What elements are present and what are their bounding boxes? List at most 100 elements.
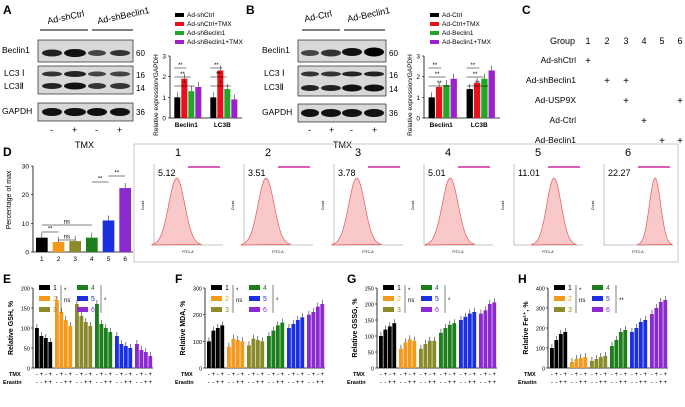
band	[42, 71, 62, 77]
panel-ylabel: Relative MDA, %	[180, 300, 187, 356]
tmx-sign: +	[241, 372, 245, 378]
band	[364, 47, 384, 57]
erastin-sign: -	[480, 380, 482, 386]
tmx-sign: -	[580, 372, 582, 378]
bar	[423, 344, 428, 368]
legend-sig: *	[408, 288, 411, 294]
bar	[235, 340, 240, 368]
tmx-sign: +	[595, 372, 599, 378]
erastin-sign: +	[276, 380, 280, 386]
y-tick-label: 150	[365, 319, 374, 325]
bar	[311, 312, 316, 368]
erastin-sign: -	[591, 380, 593, 386]
erastin-sign: +	[388, 380, 392, 386]
erastin-sign: +	[321, 380, 325, 386]
legend-id: 5	[263, 296, 267, 303]
bar	[210, 97, 217, 118]
x-category-label: 5	[107, 256, 111, 263]
panel-a-kda-36: 36	[136, 108, 145, 117]
legend-swatch	[39, 285, 50, 290]
erastin-sign: -	[651, 380, 653, 386]
erastin-sign: +	[64, 380, 68, 386]
panel-a-tmx-label: TMX	[75, 140, 94, 150]
y-tick-label: 150	[21, 307, 30, 313]
tmx-sign: -	[76, 372, 78, 378]
y-tick-label: 100	[365, 335, 374, 341]
band	[88, 50, 106, 56]
band	[301, 50, 319, 56]
legend-id: 2	[225, 296, 229, 303]
band	[342, 109, 362, 117]
bar	[174, 97, 181, 118]
group-number: 5	[659, 36, 664, 46]
erastin-sign: +	[256, 380, 260, 386]
tmx-sign: -	[429, 372, 431, 378]
erastin-sign: +	[261, 380, 265, 386]
tmx-sign: +	[100, 372, 104, 378]
erastin-sign: +	[236, 380, 240, 386]
row-label: Ad-shBeclin1	[526, 75, 576, 85]
erastin-sign: -	[555, 380, 557, 386]
erastin-sign: +	[564, 380, 568, 386]
sig-mark: **	[216, 72, 221, 78]
bar	[103, 328, 108, 368]
row-label: Ad-Ctrl	[550, 115, 577, 125]
tmx-sign: +	[60, 372, 64, 378]
erastin-sign: +	[493, 380, 497, 386]
y-tick-label: 200	[21, 287, 30, 293]
y-tick-label: 10	[22, 221, 30, 228]
sig-mark: **	[178, 63, 183, 69]
erastin-sign: +	[468, 380, 472, 386]
band	[301, 85, 319, 91]
panel-b-row-gapdh: GAPDH	[262, 107, 292, 117]
plus-mark: +	[677, 136, 683, 147]
tmx-sign: +	[584, 372, 588, 378]
bar	[119, 344, 124, 368]
bar	[86, 237, 98, 252]
erastin-sign: +	[659, 380, 663, 386]
tmx-row-label: TMX	[181, 372, 193, 378]
tmx-sign: +	[555, 372, 559, 378]
erastin-sign: +	[109, 380, 113, 386]
panel-a-blot: Beclin1 LC3 Ⅰ LC3Ⅱ GAPDH 60 16 14 36 - +…	[2, 39, 145, 150]
plus-mark: +	[623, 76, 629, 87]
tmx-sign: +	[252, 372, 256, 378]
bar	[295, 320, 300, 368]
band	[42, 49, 62, 57]
panel-a-sign-2: +	[72, 125, 77, 135]
legend-swatch	[592, 285, 603, 290]
panel-ylabel: Relative Fe²⁺, %	[522, 301, 530, 355]
legend-swatch-shctrl	[175, 13, 184, 17]
panel-a-row-lc3-2: LC3Ⅱ	[4, 81, 24, 91]
panel-b-sign-1: -	[308, 125, 311, 135]
tmx-sign: -	[600, 372, 602, 378]
bar	[403, 342, 408, 368]
y-tick-label: 20	[22, 192, 30, 199]
plus-mark: +	[623, 96, 629, 107]
bar	[128, 348, 133, 368]
tmx-sign: +	[109, 372, 113, 378]
legend-a-3: Ad-shBeclin1	[187, 30, 226, 37]
bar	[227, 346, 231, 368]
y-tick-label: 300	[536, 307, 545, 313]
tmx-sign: -	[620, 372, 622, 378]
legend-swatch-beclin1	[430, 31, 439, 35]
tmx-sign: -	[611, 372, 613, 378]
tmx-row-label: TMX	[524, 372, 536, 378]
tmx-sign: +	[413, 372, 417, 378]
bar	[220, 325, 225, 368]
erastin-sign: -	[60, 380, 62, 386]
y-tick-label: 0	[416, 116, 420, 123]
x-category-label: Beclin1	[430, 122, 454, 129]
legend-swatch	[421, 307, 432, 312]
legend-id: 1	[397, 285, 401, 292]
plus-mark: +	[604, 76, 610, 87]
erastin-sign: +	[408, 380, 412, 386]
bar	[43, 338, 48, 368]
erastin-sign: +	[604, 380, 608, 386]
histogram-curve	[331, 177, 382, 246]
histogram-value: 5.12	[158, 168, 176, 178]
panel-a-sign-3: -	[95, 125, 98, 135]
erastin-sign: +	[316, 380, 320, 386]
band	[301, 71, 319, 77]
